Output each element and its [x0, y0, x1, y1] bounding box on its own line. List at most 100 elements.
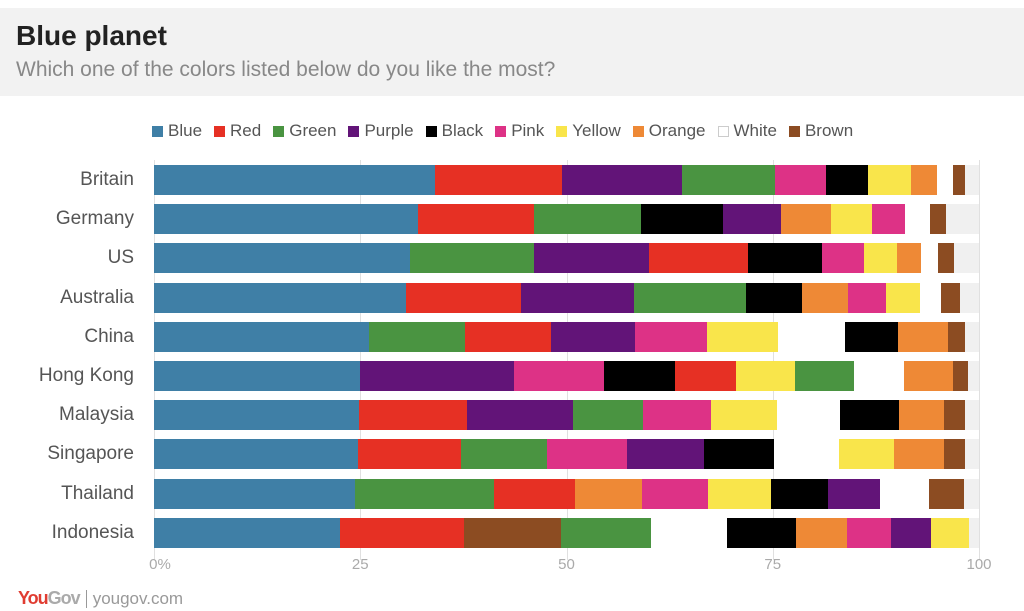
bar-segment-brown[interactable]: [937, 243, 955, 274]
bar-segment-black[interactable]: [771, 478, 828, 509]
bar-segment-white[interactable]: [921, 243, 938, 274]
bar-segment-brown[interactable]: [947, 321, 965, 352]
bar-segment-brown[interactable]: [952, 165, 965, 195]
bar-segment-yellow[interactable]: [710, 400, 777, 431]
bar-segment-orange[interactable]: [795, 517, 847, 548]
bar-segment-green[interactable]: [355, 478, 494, 509]
bar-segment-black[interactable]: [845, 321, 899, 352]
bar-segment-orange[interactable]: [898, 321, 948, 352]
bar-segment-yellow[interactable]: [868, 165, 912, 195]
bar-segment-brown[interactable]: [928, 478, 965, 509]
bar-segment-pink[interactable]: [643, 400, 711, 431]
bar-segment-pink[interactable]: [871, 204, 905, 235]
bar-segment-brown[interactable]: [952, 361, 969, 391]
bar-segment-red[interactable]: [493, 478, 575, 509]
bar-segment-green[interactable]: [409, 243, 534, 274]
bar-segment-yellow[interactable]: [838, 439, 894, 470]
bar-segment-yellow[interactable]: [885, 282, 920, 313]
bar-segment-red[interactable]: [405, 282, 522, 313]
bar-segment-white[interactable]: [774, 439, 839, 470]
bar-segment-green[interactable]: [634, 282, 746, 313]
bar-segment-pink[interactable]: [847, 282, 886, 313]
bar-segment-purple[interactable]: [827, 478, 880, 509]
bar-segment-purple[interactable]: [562, 165, 682, 195]
bar-segment-pink[interactable]: [642, 478, 709, 509]
bar-segment-purple[interactable]: [626, 439, 705, 470]
bar-segment-pink[interactable]: [546, 439, 627, 470]
bar-segment-white[interactable]: [936, 165, 953, 195]
bar-segment-brown[interactable]: [929, 204, 946, 235]
bar-segment-orange[interactable]: [898, 400, 945, 431]
bar-segment-green[interactable]: [368, 321, 466, 352]
bar-segment-blue[interactable]: [154, 400, 359, 431]
footer-url[interactable]: yougov.com: [92, 588, 184, 608]
bar-segment-brown[interactable]: [944, 400, 965, 431]
bar-segment-orange[interactable]: [574, 478, 643, 509]
bar-segment-yellow[interactable]: [830, 204, 872, 235]
bar-segment-purple[interactable]: [550, 321, 635, 352]
bar-segment-green[interactable]: [460, 439, 547, 470]
bar-segment-purple[interactable]: [360, 361, 514, 391]
bar-segment-red[interactable]: [418, 204, 534, 235]
bar-segment-orange[interactable]: [781, 204, 831, 235]
bar-segment-yellow[interactable]: [735, 361, 795, 391]
bar-segment-black[interactable]: [748, 243, 823, 274]
bar-segment-green[interactable]: [560, 517, 652, 548]
bar-segment-blue[interactable]: [154, 439, 358, 470]
bar-segment-purple[interactable]: [466, 400, 574, 431]
bar-segment-orange[interactable]: [893, 439, 945, 470]
bar-segment-green[interactable]: [795, 361, 854, 391]
bar-segment-green[interactable]: [573, 400, 644, 431]
bar-segment-blue[interactable]: [154, 243, 410, 274]
bar-segment-red[interactable]: [434, 165, 563, 195]
bar-segment-brown[interactable]: [944, 439, 965, 470]
bar-segment-orange[interactable]: [801, 282, 848, 313]
bar-segment-brown[interactable]: [464, 517, 561, 548]
bar-segment-red[interactable]: [340, 517, 465, 548]
bar-segment-red[interactable]: [649, 243, 748, 274]
bar-segment-red[interactable]: [465, 321, 551, 352]
bar-segment-white[interactable]: [777, 321, 846, 352]
bar-segment-black[interactable]: [604, 361, 675, 391]
bar-segment-blue[interactable]: [154, 517, 341, 548]
bar-segment-white[interactable]: [879, 478, 929, 509]
bar-segment-white[interactable]: [776, 400, 841, 431]
bar-segment-blue[interactable]: [154, 282, 406, 313]
bar-segment-orange[interactable]: [896, 243, 922, 274]
bar-segment-yellow[interactable]: [931, 517, 970, 548]
bar-segment-purple[interactable]: [723, 204, 781, 235]
bar-segment-red[interactable]: [674, 361, 736, 391]
bar-segment-blue[interactable]: [154, 361, 361, 391]
bar-segment-white[interactable]: [904, 204, 930, 235]
bar-segment-purple[interactable]: [521, 282, 635, 313]
bar-segment-yellow[interactable]: [708, 478, 772, 509]
bar-segment-blue[interactable]: [154, 478, 356, 509]
bar-segment-pink[interactable]: [634, 321, 707, 352]
bar-segment-yellow[interactable]: [863, 243, 897, 274]
bar-segment-yellow[interactable]: [706, 321, 778, 352]
bar-segment-black[interactable]: [745, 282, 802, 313]
bar-segment-black[interactable]: [704, 439, 775, 470]
bar-segment-pink[interactable]: [846, 517, 891, 548]
bar-segment-green[interactable]: [682, 165, 776, 195]
bar-segment-green[interactable]: [533, 204, 641, 235]
bar-segment-black[interactable]: [727, 517, 796, 548]
bar-segment-pink[interactable]: [513, 361, 605, 391]
bar-segment-black[interactable]: [840, 400, 899, 431]
bar-segment-purple[interactable]: [890, 517, 932, 548]
bar-segment-pink[interactable]: [822, 243, 864, 274]
bar-segment-blue[interactable]: [154, 204, 418, 235]
bar-segment-blue[interactable]: [154, 165, 435, 195]
bar-segment-brown[interactable]: [940, 282, 960, 313]
bar-segment-blue[interactable]: [154, 321, 369, 352]
bar-segment-white[interactable]: [853, 361, 904, 391]
bar-segment-orange[interactable]: [911, 165, 937, 195]
bar-segment-black[interactable]: [640, 204, 724, 235]
bar-segment-red[interactable]: [357, 439, 461, 470]
bar-segment-white[interactable]: [919, 282, 941, 313]
bar-segment-purple[interactable]: [533, 243, 649, 274]
bar-segment-black[interactable]: [826, 165, 869, 195]
bar-segment-pink[interactable]: [775, 165, 827, 195]
bar-segment-white[interactable]: [651, 517, 728, 548]
bar-segment-red[interactable]: [358, 400, 467, 431]
